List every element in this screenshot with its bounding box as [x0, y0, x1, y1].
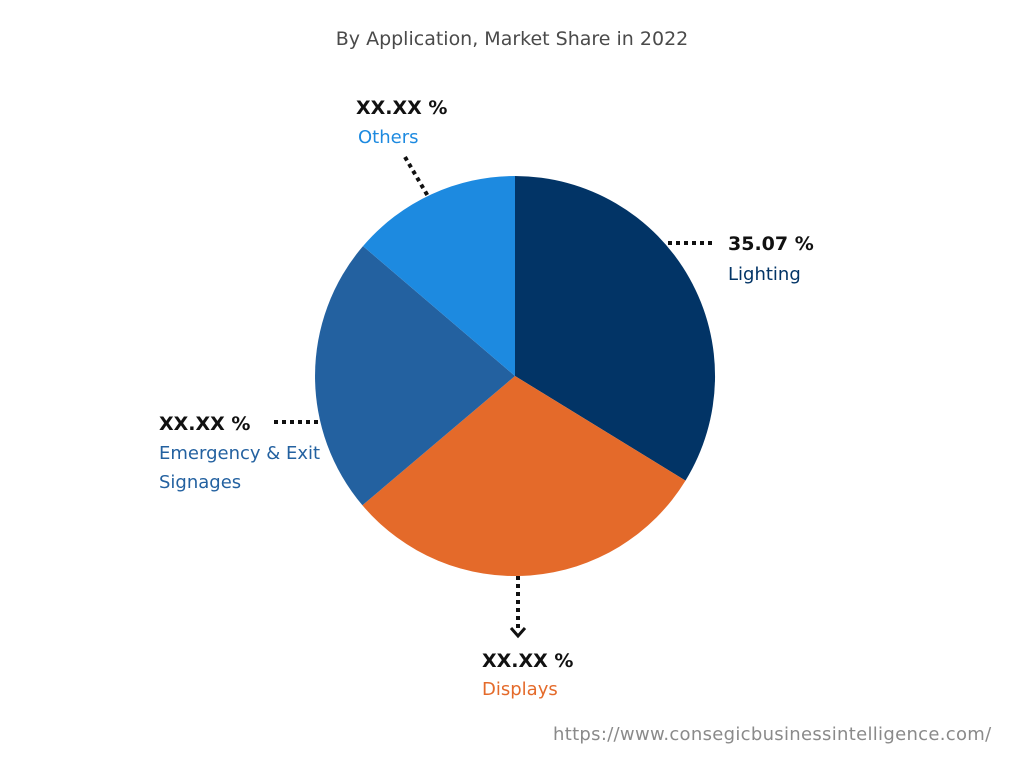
- lighting-value: 35.07 %: [728, 233, 814, 255]
- slice-displays: [362, 376, 686, 577]
- source-url: https://www.consegicbusinessintelligence…: [553, 724, 992, 745]
- slice-others: [363, 176, 515, 376]
- displays-label: Displays: [482, 679, 558, 700]
- slice-emergency-exit-signages: [315, 246, 515, 506]
- lighting-label: Lighting: [728, 264, 801, 285]
- emergency-label-line2: Signages: [159, 472, 242, 493]
- emergency-label-line1: Emergency & Exit: [159, 443, 321, 464]
- others-value: XX.XX %: [356, 97, 448, 119]
- chart-title: By Application, Market Share in 2022: [335, 28, 689, 50]
- slice-lighting: [515, 175, 716, 481]
- arrow-head-icon: [509, 627, 527, 639]
- emergency-value: XX.XX %: [159, 413, 251, 435]
- leader-others: [403, 155, 431, 200]
- displays-value: XX.XX %: [482, 650, 574, 672]
- others-label: Others: [358, 127, 419, 148]
